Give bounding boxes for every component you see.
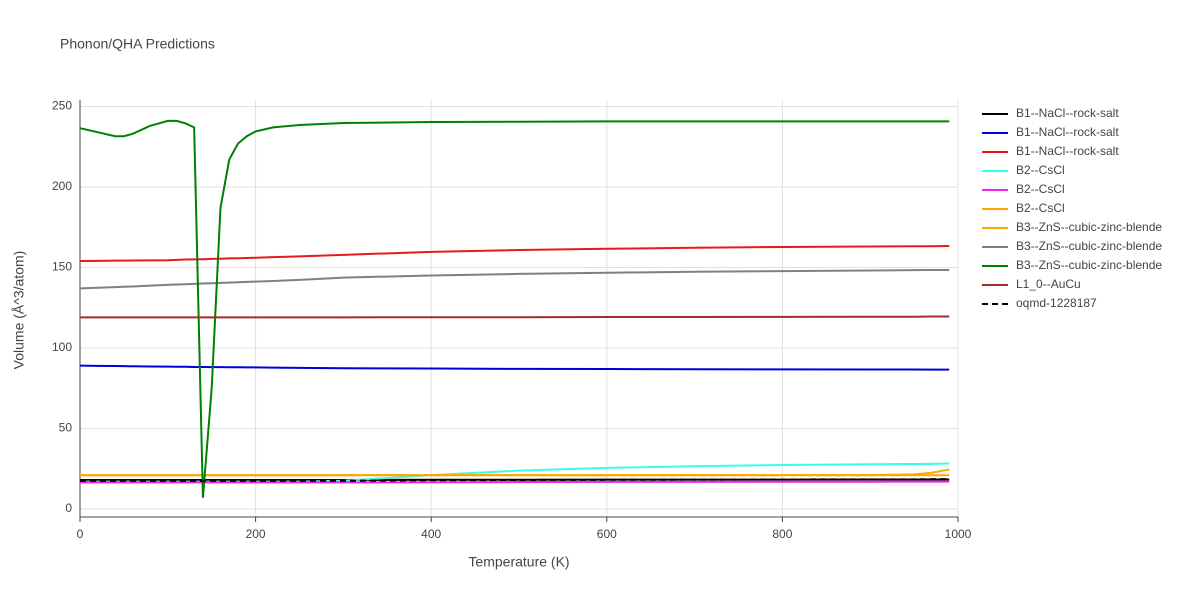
legend-label: B2--CsCl [1016,201,1065,215]
x-tick-label: 200 [246,527,266,541]
x-tick-label: 800 [772,527,792,541]
series-line [79,269,950,290]
series-line [79,245,950,263]
legend-label: B1--NaCl--rock-salt [1016,125,1119,139]
series-line [79,119,950,498]
chart-title: Phonon/QHA Predictions [60,36,215,52]
y-tick-label: 0 [65,501,72,515]
x-tick-label: 400 [421,527,441,541]
y-tick-label: 50 [59,421,73,435]
legend-label: B3--ZnS--cubic-zinc-blende [1016,258,1162,272]
y-tick-label: 250 [52,99,72,113]
legend-label: B1--NaCl--rock-salt [1016,144,1119,158]
x-tick-label: 1000 [945,527,972,541]
x-tick-label: 0 [77,527,84,541]
y-tick-label: 150 [52,260,72,274]
series-line [80,480,950,484]
series-line [80,478,950,482]
legend-label: L1_0--AuCu [1016,277,1081,291]
y-axis-title: Volume (Å^3/atom) [11,251,27,370]
legend-label: B2--CsCl [1016,182,1065,196]
legend-label: B3--ZnS--cubic-zinc-blende [1016,220,1162,234]
legend-label: B1--NaCl--rock-salt [1016,106,1119,120]
x-tick-label: 600 [597,527,617,541]
y-tick-label: 200 [52,179,72,193]
series-line [80,315,950,319]
legend-label: B2--CsCl [1016,163,1065,177]
series-line [79,364,950,371]
y-tick-label: 100 [52,340,72,354]
x-axis-title: Temperature (K) [468,554,569,570]
legend-label: B3--ZnS--cubic-zinc-blende [1016,239,1162,253]
legend-label: oqmd-1228187 [1016,296,1097,310]
